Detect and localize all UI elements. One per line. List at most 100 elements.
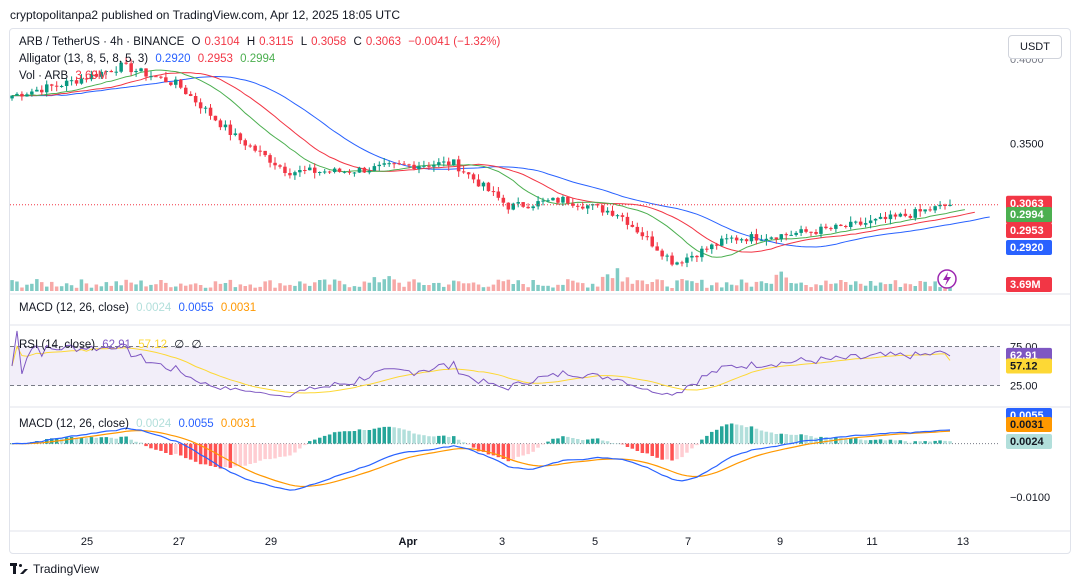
macd-histogram-bar (581, 440, 585, 444)
volume-bar (571, 280, 575, 291)
candle-body (526, 206, 530, 209)
volume-bar (109, 285, 113, 291)
volume-bar (819, 285, 823, 291)
candle-body (119, 62, 123, 72)
price-badge-label: 0.2994 (1010, 209, 1045, 221)
volume-bar (595, 286, 600, 291)
macd-histogram-bar (844, 438, 848, 444)
candle-body (630, 224, 635, 227)
candle-body (352, 172, 357, 174)
macd-histogram-bar (739, 425, 744, 444)
volume-bar (541, 285, 545, 291)
macd-histogram-bar (377, 427, 381, 444)
volume-bar (769, 283, 774, 291)
footer-brand[interactable]: TradingView (33, 562, 100, 576)
candle-body (863, 223, 868, 225)
macd-histogram-bar (352, 431, 357, 444)
candle-body (179, 79, 183, 88)
macd-histogram-bar (238, 443, 243, 466)
volume-bar (690, 281, 694, 291)
macd-badge-bg (1006, 434, 1052, 449)
candle-body (640, 232, 645, 237)
volume-bar (834, 283, 838, 291)
candle-body (99, 71, 104, 77)
macd-histogram-bar (789, 434, 793, 444)
candle-body (35, 89, 39, 92)
macd-histogram-bar (79, 437, 84, 444)
candle-body (452, 159, 456, 166)
volume-bar (744, 282, 749, 291)
symbol-title[interactable]: ARB / TetherUS · 4h · BINANCE (19, 36, 185, 48)
volume-bar (332, 279, 337, 291)
volume-bar (566, 279, 570, 291)
macd-histogram-bar (556, 438, 560, 444)
macd-histogram-bar (99, 437, 104, 444)
candle-body (834, 224, 838, 229)
macd-histogram-bar (139, 442, 143, 444)
alligator-legend[interactable]: Alligator (13, 8, 5, 8, 5, 3) 0.2920 0.2… (19, 53, 279, 65)
rsi-legend[interactable]: RSI (14, close) 62.91 57.12 ∅ ∅ (19, 337, 206, 351)
candle-body (322, 171, 327, 173)
macd-histogram-bar (720, 426, 724, 444)
volume-bar (759, 281, 764, 291)
volume-bar (422, 285, 426, 291)
price-badge-bg (1006, 277, 1052, 292)
macd-line (11, 427, 951, 491)
volume-bar (814, 284, 818, 291)
candle-body (466, 172, 471, 175)
volume-bar (496, 279, 501, 291)
jaw-value: 0.2920 (155, 53, 191, 65)
rsi-badge-bg (1006, 358, 1052, 374)
volume-bar (655, 279, 659, 291)
time-tick-label: 25 (81, 536, 93, 548)
macd-histogram-bar (754, 428, 759, 444)
macd-label: MACD (12, 26, close) (19, 302, 129, 314)
candle-body (288, 173, 292, 176)
candle-body (174, 79, 178, 85)
candle-body (754, 234, 759, 241)
volume-bar (903, 283, 908, 291)
candle-body (84, 78, 89, 80)
volume-bar (208, 287, 213, 291)
candle-body (839, 224, 843, 226)
macd-histogram-bar (213, 443, 218, 467)
macd-legend-bottom[interactable]: MACD (12, 26, close) 0.0024 0.0055 0.003… (19, 418, 260, 430)
candle-body (948, 204, 952, 206)
volume-bar (45, 286, 49, 291)
macd-histogram-bar (660, 443, 664, 460)
candle-body (595, 204, 600, 206)
macd-histogram-bar (605, 441, 610, 444)
volume-bar (94, 284, 99, 291)
volume-bar (824, 280, 828, 291)
volume-bar (739, 279, 744, 291)
volume-bar (873, 285, 878, 291)
macd-histogram-bar (878, 439, 883, 444)
volume-bar (337, 280, 342, 291)
macd-histogram-bar (655, 443, 659, 458)
volume-bar (511, 284, 515, 291)
candle-body (764, 238, 769, 241)
macd-histogram-bar (680, 443, 684, 458)
candle-body (327, 171, 332, 173)
candle-body (829, 228, 833, 230)
candle-body (278, 165, 282, 167)
macd-legend-top[interactable]: MACD (12, 26, close) 0.0024 0.0055 0.003… (19, 302, 260, 314)
macd-histogram-bar (452, 436, 456, 444)
volume-bar (531, 280, 535, 291)
macd-histogram-bar (332, 432, 337, 444)
volume-bar (203, 287, 208, 291)
volume-bar (342, 284, 347, 291)
currency-button[interactable]: USDT (1008, 35, 1062, 59)
volume-bar (774, 274, 779, 291)
volume-legend[interactable]: Vol · ARB 3.69M (19, 70, 111, 82)
macd-histogram-bar (769, 432, 774, 444)
chart-canvas[interactable]: 0.40000.35000.25000.306301:54:170.29940.… (10, 29, 1071, 554)
alligator-jaw-line (12, 75, 990, 248)
time-tick-label: 13 (957, 536, 969, 548)
alligator-teeth-line (12, 72, 975, 253)
macd-histogram-bar (263, 443, 267, 460)
candle-body (650, 236, 654, 247)
macd-histogram-bar (124, 436, 128, 444)
volume-bar (164, 282, 168, 291)
volume-bar (883, 284, 888, 291)
